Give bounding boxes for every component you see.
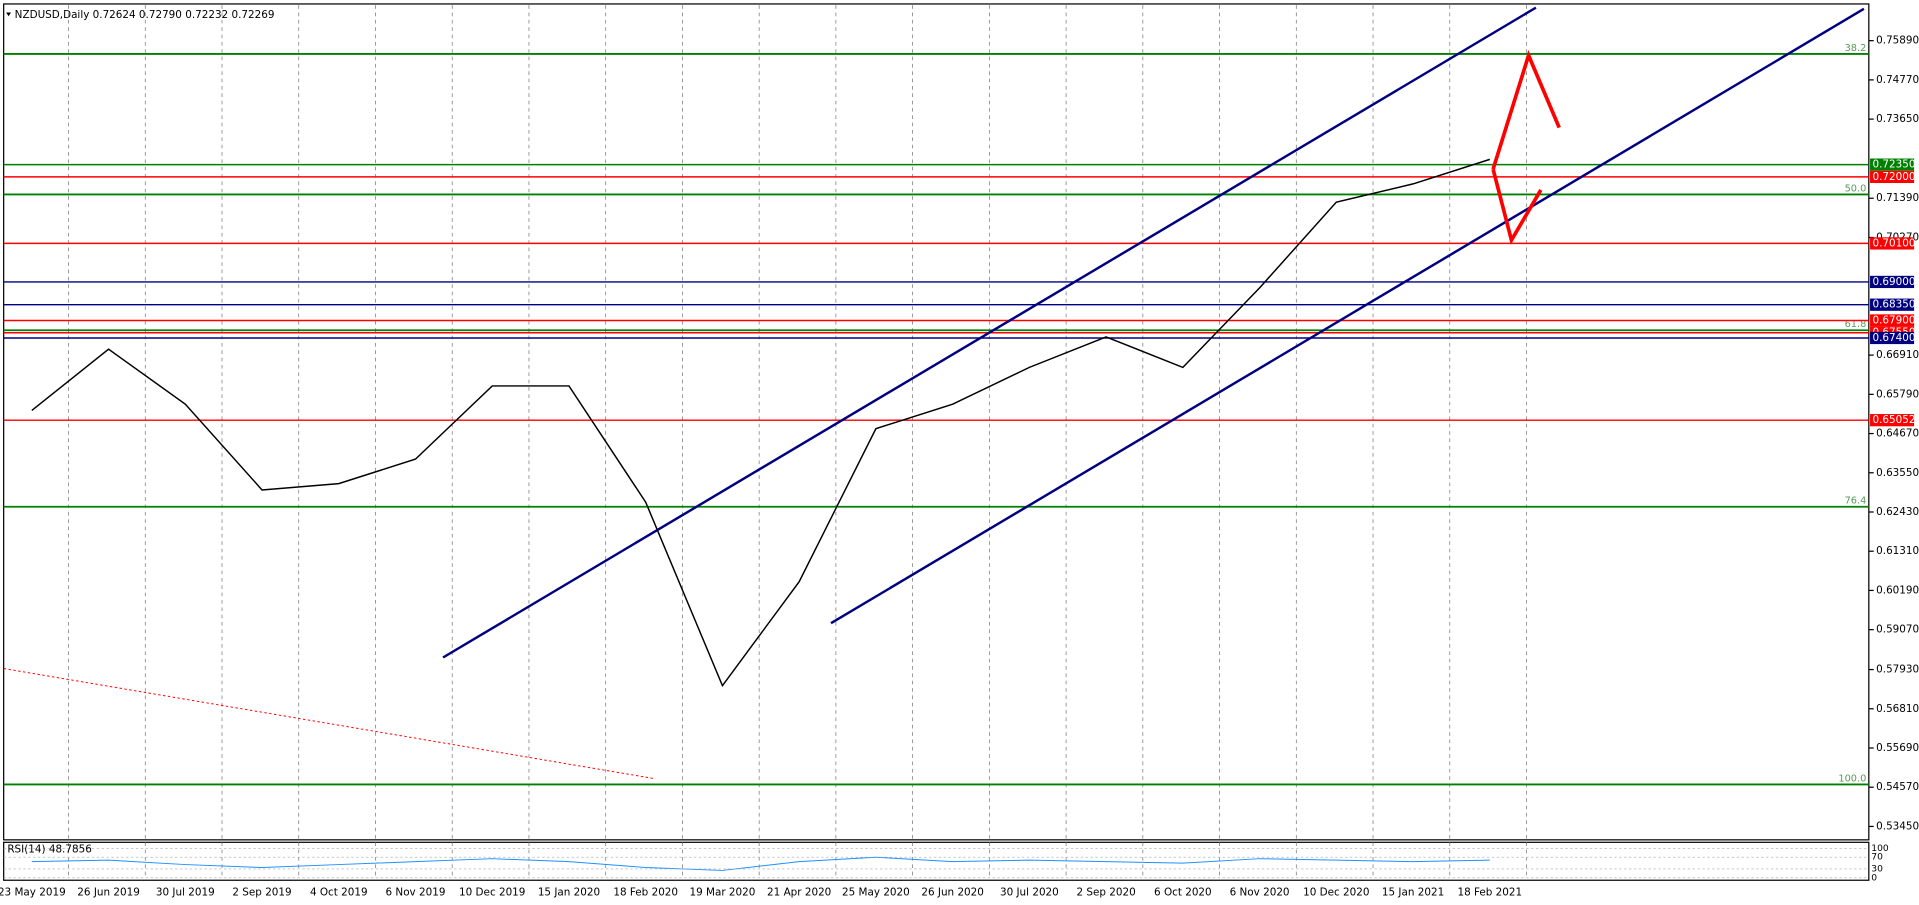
rsi-tick-label: 100 bbox=[1871, 843, 1889, 854]
level-label: 0.68350 bbox=[1872, 299, 1915, 311]
level-label: 0.72350 bbox=[1872, 159, 1915, 171]
y-tick-label: 0.61310 bbox=[1876, 545, 1919, 557]
rsi-tick-label: 70 bbox=[1871, 852, 1883, 863]
level-box bbox=[1870, 158, 1915, 171]
y-tick-label: 0.60190 bbox=[1876, 584, 1919, 596]
level-label: 0.72000 bbox=[1872, 171, 1915, 183]
y-tick-label: 0.71390 bbox=[1876, 192, 1919, 204]
channel-lower bbox=[830, 7, 1865, 625]
rsi-panel bbox=[3, 841, 1870, 881]
price-series bbox=[31, 158, 1491, 871]
y-tick-label: 0.62430 bbox=[1876, 506, 1919, 518]
x-tick-label: 18 Feb 2020 bbox=[613, 886, 678, 898]
x-tick-label: 26 Jun 2020 bbox=[921, 886, 984, 898]
x-tick-label: 15 Jan 2020 bbox=[538, 886, 600, 898]
projection-arrows bbox=[1491, 50, 1561, 245]
y-tick-label: 0.56810 bbox=[1876, 703, 1919, 715]
y-tick-label: 0.65790 bbox=[1876, 388, 1919, 400]
y-tick-label: 0.75890 bbox=[1876, 35, 1919, 47]
x-tick-label: 21 Apr 2020 bbox=[767, 886, 831, 898]
level-box bbox=[1870, 331, 1915, 345]
y-tick-label: 0.63550 bbox=[1876, 467, 1919, 479]
level-label: 0.70100 bbox=[1872, 237, 1915, 249]
level-label: 0.65052 bbox=[1872, 414, 1915, 426]
x-tick-label: 15 Jan 2021 bbox=[1382, 886, 1444, 898]
channel-upper bbox=[442, 6, 1537, 659]
level-label: 0.69000 bbox=[1872, 276, 1915, 288]
rsi-tick-label: 30 bbox=[1871, 863, 1883, 874]
level-box bbox=[1870, 414, 1915, 427]
x-tick-label: 10 Dec 2019 bbox=[459, 886, 525, 898]
levels: 38.2 50.0 61.8 76.4 100.0 bbox=[3, 43, 1869, 786]
level-box bbox=[1870, 298, 1915, 311]
chart-header: NZDUSD,Daily 0.72624 0.72790 0.72232 0.7… bbox=[15, 9, 275, 21]
level-box bbox=[1870, 237, 1915, 250]
fib-label: 38.2 bbox=[1845, 43, 1867, 54]
x-tick-label: 2 Sep 2019 bbox=[232, 886, 291, 898]
rsi-line bbox=[31, 856, 1490, 871]
x-tick-label: 6 Nov 2019 bbox=[386, 886, 446, 898]
y-tick-label: 0.73650 bbox=[1876, 113, 1919, 125]
x-tick-label: 4 Oct 2019 bbox=[310, 886, 368, 898]
rsi-tick-label: 0 bbox=[1871, 872, 1877, 883]
fib-label: 50.0 bbox=[1845, 183, 1867, 194]
price-line bbox=[31, 158, 1491, 688]
header-icon bbox=[6, 12, 12, 17]
x-tick-label: 23 May 2019 bbox=[0, 886, 66, 898]
y-tick-label: 0.64670 bbox=[1876, 428, 1919, 440]
y-tick-label: 0.57930 bbox=[1876, 664, 1919, 676]
fib-label: 76.4 bbox=[1845, 496, 1867, 507]
axes: 23 May 2019 26 Jun 2019 30 Jul 2019 2 Sep 2… bbox=[0, 35, 1919, 899]
level-box bbox=[1870, 314, 1915, 327]
arrow-up bbox=[1491, 50, 1561, 170]
x-tick-label: 30 Jul 2020 bbox=[1000, 886, 1059, 898]
y-tick-label: 0.54570 bbox=[1876, 781, 1919, 793]
trend-line bbox=[3, 668, 655, 780]
level-box bbox=[1870, 275, 1915, 289]
x-tick-label: 10 Dec 2020 bbox=[1303, 886, 1369, 898]
fib-label: 100.0 bbox=[1838, 773, 1866, 784]
arrow-down bbox=[1491, 168, 1543, 245]
rsi-label: RSI(14) 48.7856 bbox=[7, 844, 91, 856]
x-tick-label: 18 Feb 2021 bbox=[1457, 886, 1522, 898]
y-tick-label: 0.55690 bbox=[1876, 742, 1919, 754]
y-tick-label: 0.59070 bbox=[1876, 624, 1919, 636]
level-box bbox=[1870, 170, 1915, 184]
y-tick-label: 0.66910 bbox=[1876, 349, 1919, 361]
main-panel bbox=[3, 3, 1870, 841]
x-tick-label: 26 Jun 2019 bbox=[77, 886, 140, 898]
x-tick-label: 25 May 2020 bbox=[842, 886, 910, 898]
x-tick-label: 6 Nov 2020 bbox=[1230, 886, 1290, 898]
level-label: 0.67400 bbox=[1872, 332, 1915, 344]
x-tick-label: 6 Oct 2020 bbox=[1154, 886, 1212, 898]
x-tick-label: 30 Jul 2019 bbox=[156, 886, 215, 898]
fib-label: 61.8 bbox=[1845, 319, 1867, 330]
x-tick-label: 19 Mar 2020 bbox=[689, 886, 755, 898]
y-tick-label: 0.53450 bbox=[1876, 820, 1919, 832]
level-label: 0.67900 bbox=[1872, 314, 1915, 326]
x-tick-label: 2 Sep 2020 bbox=[1076, 886, 1135, 898]
grid bbox=[68, 5, 1527, 880]
y-tick-label: 0.74770 bbox=[1876, 74, 1919, 86]
